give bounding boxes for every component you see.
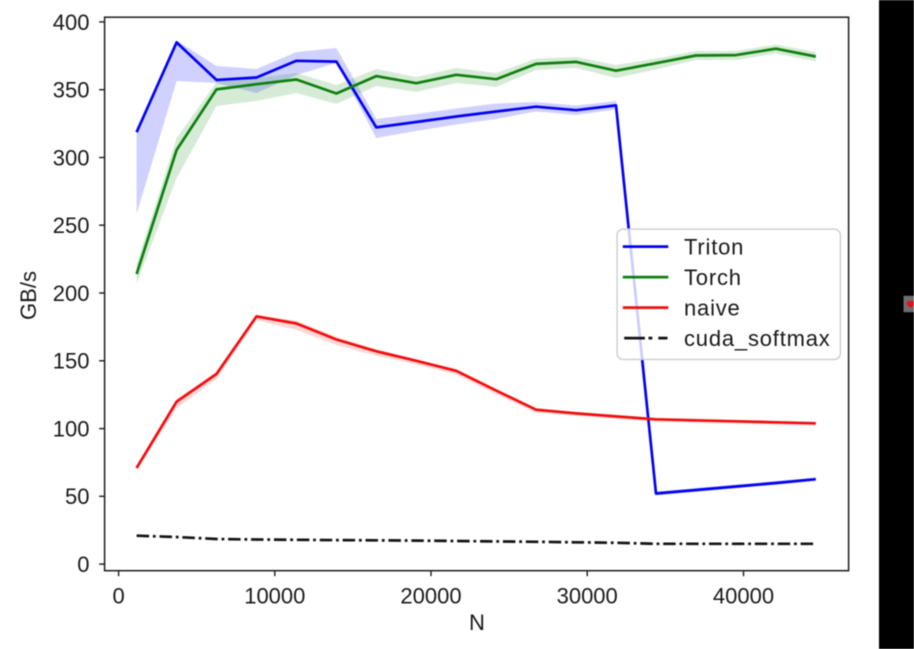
svg-text:400: 400 xyxy=(53,10,90,35)
svg-text:350: 350 xyxy=(53,78,90,103)
svg-text:0: 0 xyxy=(112,583,124,608)
svg-text:cuda_softmax: cuda_softmax xyxy=(684,326,831,351)
svg-text:200: 200 xyxy=(53,281,90,306)
svg-text:40000: 40000 xyxy=(713,583,774,608)
svg-text:naive: naive xyxy=(684,296,741,321)
svg-text:300: 300 xyxy=(53,145,90,170)
svg-text:50: 50 xyxy=(65,484,89,509)
svg-text:N: N xyxy=(469,610,485,635)
svg-text:250: 250 xyxy=(53,213,90,238)
svg-text:Triton: Triton xyxy=(684,235,744,260)
svg-text:30000: 30000 xyxy=(557,583,618,608)
svg-text:0: 0 xyxy=(77,552,89,577)
svg-text:10000: 10000 xyxy=(244,583,305,608)
svg-text:GB/s: GB/s xyxy=(16,271,41,320)
svg-text:Torch: Torch xyxy=(684,265,742,290)
svg-text:100: 100 xyxy=(53,417,90,442)
svg-text:150: 150 xyxy=(53,349,90,374)
svg-text:20000: 20000 xyxy=(400,583,461,608)
